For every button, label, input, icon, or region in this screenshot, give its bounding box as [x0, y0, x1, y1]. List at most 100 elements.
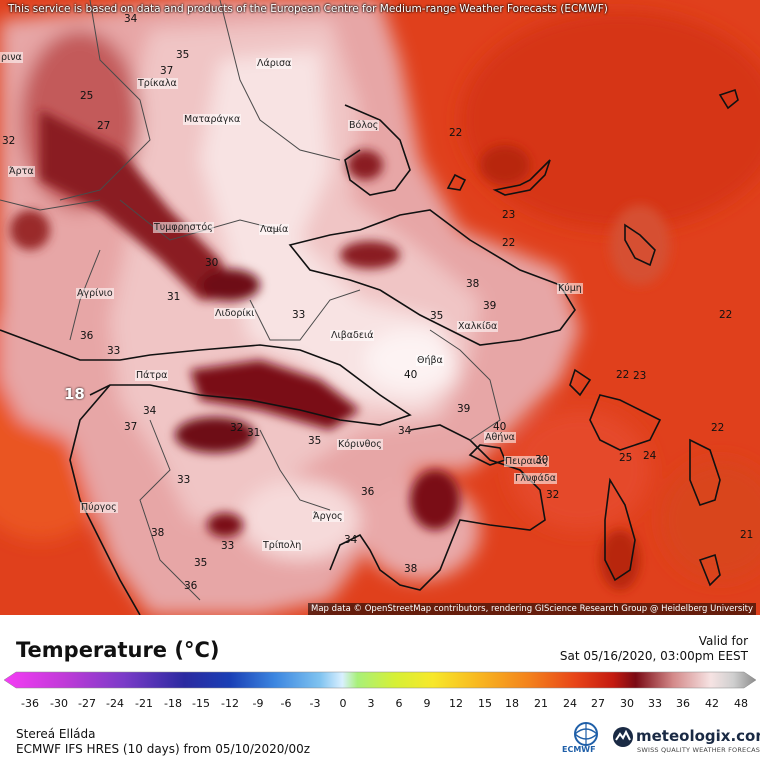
isoline-label: 32: [230, 422, 244, 434]
isoline-label: 40: [493, 421, 507, 433]
isoline-label: 22: [711, 422, 725, 434]
scale-tick: -15: [192, 697, 210, 710]
isoline-label: 23: [633, 370, 647, 382]
city-label: Τρίπολη: [262, 540, 303, 551]
isoline-label: 37: [160, 65, 174, 77]
isoline-label: 33: [221, 540, 235, 552]
scale-tick: 0: [339, 697, 347, 710]
isoline-label: 36: [361, 486, 375, 498]
valid-time: Sat 05/16/2020, 03:00pm EEST: [559, 649, 748, 663]
isoline-label: 21: [740, 529, 754, 541]
scale-tick: 33: [648, 697, 662, 710]
isoline-label: 35: [176, 49, 190, 61]
isoline-label: 33: [107, 345, 121, 357]
ecmwf-logo-icon: [574, 722, 598, 746]
isoline-label: 25: [80, 90, 94, 102]
scale-tick: 18: [505, 697, 519, 710]
color-scale: [3, 671, 757, 689]
isoline-label: 38: [151, 527, 165, 539]
isoline-label: 24: [643, 450, 657, 462]
scale-tick: -3: [309, 697, 321, 710]
city-label: Βόλος: [348, 120, 380, 131]
city-label: Λιβαδειά: [330, 330, 375, 341]
isoline-label: 39: [457, 403, 471, 415]
scale-tick: 24: [563, 697, 577, 710]
isoline-label: 18: [64, 385, 85, 403]
city-label: Τυμφρηστός: [153, 222, 214, 233]
city-label: Αθήνα: [484, 432, 516, 443]
isoline-label: 38: [466, 278, 480, 290]
isoline-label: 30: [205, 257, 219, 269]
meteologix-tagline: SWISS QUALITY WEATHER FORECASTING: [637, 746, 760, 754]
city-label: Γλυφάδα: [514, 473, 558, 484]
isoline-label: 36: [80, 330, 94, 342]
city-label: Θήβα: [416, 355, 444, 366]
hot-ridges: [10, 110, 670, 590]
scale-tick: 15: [478, 697, 492, 710]
isoline-label: 22: [616, 369, 630, 381]
isoline-label: 37: [124, 421, 138, 433]
isoline-label: 34: [143, 405, 157, 417]
scale-tick: 27: [591, 697, 605, 710]
scale-tick: -6: [280, 697, 292, 710]
isoline-label: 22: [719, 309, 733, 321]
scale-tick: -30: [50, 697, 68, 710]
isoline-label: 31: [247, 427, 261, 439]
isoline-label: 32: [546, 489, 560, 501]
temperature-map: This service is based on data and produc…: [0, 0, 760, 615]
scale-tick: 48: [734, 697, 748, 710]
city-label: Πάτρα: [135, 370, 169, 381]
city-label: Τρίκαλα: [137, 78, 178, 89]
osm-attribution[interactable]: Map data © OpenStreetMap contributors, r…: [308, 603, 756, 615]
isoline-label: 34: [398, 425, 412, 437]
isoline-label: 38: [404, 563, 418, 575]
city-label: Άρτα: [8, 166, 35, 177]
scale-tick: -24: [106, 697, 124, 710]
scale-tick: 9: [423, 697, 431, 710]
city-label: Λαμία: [259, 224, 290, 235]
scale-tick: -12: [221, 697, 239, 710]
isoline-label: 35: [430, 310, 444, 322]
city-label: Λάρισα: [256, 58, 293, 69]
isoline-label: 27: [97, 120, 111, 132]
scale-tick: 12: [449, 697, 463, 710]
ecmwf-label: ECMWF: [562, 745, 596, 754]
scale-tick: 42: [705, 697, 719, 710]
isoline-label: 22: [449, 127, 463, 139]
scale-tick: 3: [367, 697, 375, 710]
scale-tick: 21: [534, 697, 548, 710]
city-label: Πειραιάς: [504, 456, 549, 467]
scale-tick: 36: [676, 697, 690, 710]
isoline-label: 34: [124, 13, 138, 25]
city-label: Κύμη: [557, 283, 583, 294]
scale-tick: -9: [252, 697, 264, 710]
meteologix-logo-icon: [613, 727, 633, 747]
isoline-label: 33: [177, 474, 191, 486]
city-label: Άργος: [312, 511, 344, 522]
map-canvas: [0, 0, 760, 615]
isoline-label: 22: [502, 237, 516, 249]
model-run: ECMWF IFS HRES (10 days) from 05/10/2020…: [16, 742, 311, 756]
ecmwf-attribution: This service is based on data and produc…: [8, 3, 608, 15]
isoline-label: 36: [184, 580, 198, 592]
city-label: Κόρινθος: [337, 439, 383, 450]
region-name: Stereá Elláda: [16, 727, 96, 741]
scale-tick: 30: [620, 697, 634, 710]
legend-title: Temperature (°C): [16, 638, 220, 662]
isoline-label: 33: [292, 309, 306, 321]
city-label: Λιδορίκι: [214, 308, 256, 319]
scale-tick: 6: [395, 697, 403, 710]
scale-tick: -36: [21, 697, 39, 710]
isoline-label: 40: [404, 369, 418, 381]
isoline-label: 34: [344, 534, 358, 546]
isoline-label: 32: [2, 135, 16, 147]
meteologix-brand[interactable]: meteologix.com: [636, 727, 760, 745]
isoline-label: 30: [535, 454, 549, 466]
coastlines: [0, 88, 739, 615]
city-label: Αγρίνιο: [76, 288, 114, 299]
isoline-label: 31: [167, 291, 181, 303]
isoline-label: 25: [619, 452, 633, 464]
isoline-label: 35: [308, 435, 322, 447]
scale-tick: -18: [164, 697, 182, 710]
city-label: Ματαράγκα: [183, 114, 242, 125]
